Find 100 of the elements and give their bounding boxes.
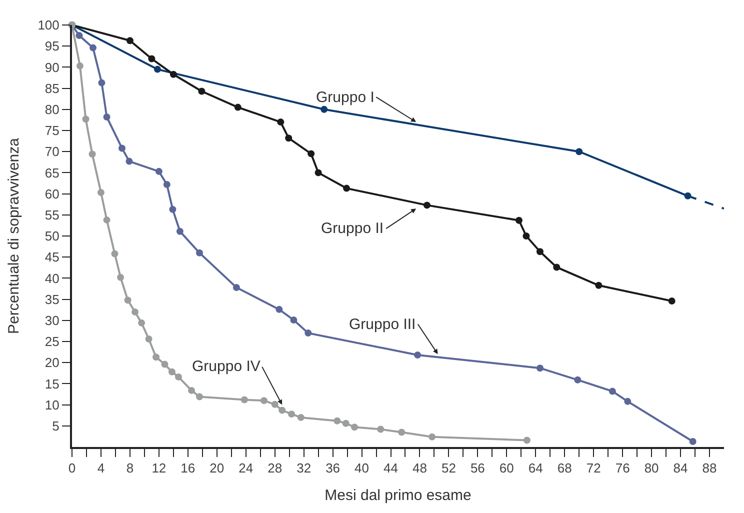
point [276,306,283,313]
point [188,386,196,394]
y-tick-label: 70 [44,144,60,160]
point [232,284,240,291]
y-axis-title: Percentuale di sopravvivenza [5,137,22,334]
y-tick-label: 30 [44,312,60,328]
x-tick-label: 4 [97,460,105,476]
x-tick-label: 64 [528,460,543,476]
x-tick-label: 84 [673,460,688,476]
point [98,79,106,86]
x-tick-label: 80 [644,460,659,476]
x-tick-label: 52 [441,460,456,476]
point [536,248,544,256]
point [522,232,530,240]
x-tick-label: 0 [68,460,76,476]
point [117,274,124,281]
x-tick-label: 76 [615,460,630,476]
point [423,202,430,209]
x-tick-label: 60 [499,460,514,476]
point [304,330,312,337]
point [288,410,296,418]
point [161,360,168,368]
y-tick-label: 60 [44,186,60,202]
x-tick-label: 16 [180,460,196,476]
y-tick-label: 20 [44,355,60,370]
point [320,106,328,113]
x-tick-label: 20 [210,460,224,476]
annotation: Gruppo III [349,316,416,333]
point [308,150,315,158]
point [515,216,522,224]
x-tick-label: 72 [586,460,601,476]
y-tick-label: 40 [44,270,60,286]
point [668,297,676,304]
point [342,420,350,427]
point [168,368,176,376]
annotation: Gruppo IV [192,358,260,375]
x-tick-label: 88 [702,460,717,476]
point [334,417,341,424]
point [88,150,96,158]
y-tick-label: 25 [44,334,60,350]
point [290,316,298,324]
point [278,406,286,414]
point [103,114,110,120]
point [97,189,104,196]
point [76,62,84,70]
point [608,388,616,395]
point [297,414,304,421]
point [124,296,132,304]
point [277,118,284,126]
point [155,168,162,175]
x-tick-label: 24 [238,460,254,476]
x-axis-title: Mesi dal primo esame [324,487,472,504]
point [377,426,384,433]
annotation: Gruppo I [316,89,374,106]
point [689,438,696,446]
y-tick-label: 65 [44,165,60,180]
point [198,88,206,95]
point [414,352,422,358]
y-tick-label: 10 [44,397,60,412]
point [196,249,203,256]
point [170,70,177,78]
point [90,44,97,52]
y-tick-label: 5 [52,418,60,434]
point [576,148,583,156]
point [398,428,406,436]
point [174,373,182,380]
y-tick-label: 50 [44,228,60,244]
point [82,116,90,123]
x-tick-label: 56 [470,460,485,476]
point [138,319,146,326]
point [145,335,152,342]
y-tick-label: 80 [44,102,60,117]
annotation: Gruppo II [321,220,384,237]
y-tick-label: 85 [44,80,60,96]
y-tick-label: 90 [44,60,60,75]
x-tick-label: 12 [152,460,166,476]
point [234,104,242,111]
point [240,396,248,404]
point [260,397,268,404]
x-tick-label: 28 [268,460,282,476]
x-tick-label: 36 [326,460,340,476]
point [523,436,530,444]
point [536,364,544,372]
x-tick-label: 32 [296,460,312,476]
point [285,134,292,142]
y-tick-label: 15 [44,376,60,392]
x-tick-label: 48 [412,460,427,476]
x-tick-label: 8 [126,460,134,476]
point [148,55,156,62]
point [428,433,436,440]
y-tick-label: 35 [44,292,60,307]
point [595,282,602,289]
point [176,228,184,235]
y-tick-label: 75 [44,123,60,138]
point [624,398,632,405]
point [574,376,582,384]
y-tick-label: 100 [38,18,60,33]
point [152,354,160,361]
point [76,32,83,40]
point [343,184,350,192]
